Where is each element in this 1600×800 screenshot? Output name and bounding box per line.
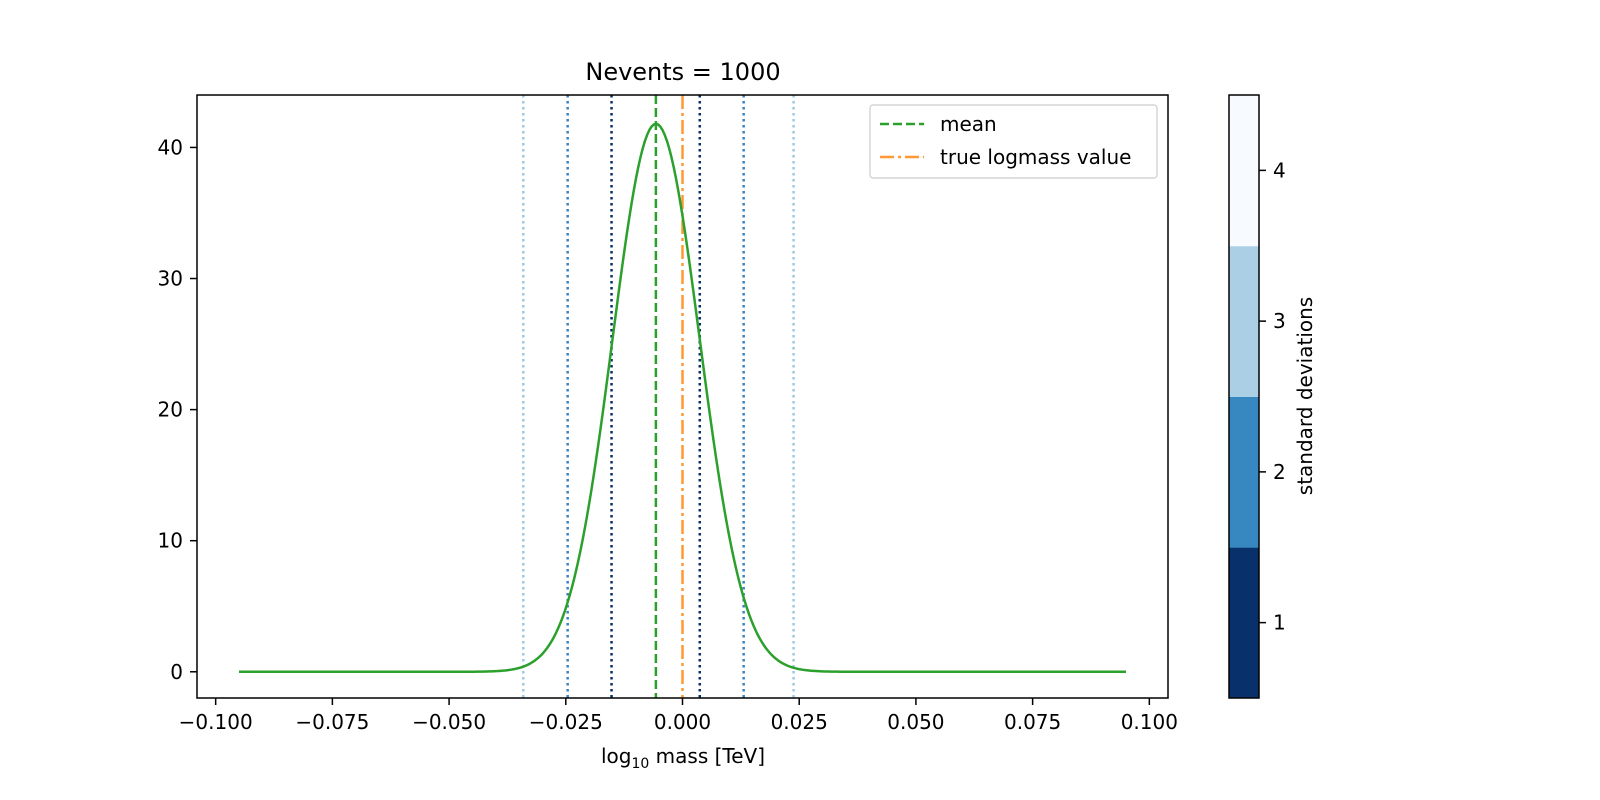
y-axis-ticks: 0 10 20 30 40: [158, 135, 197, 684]
legend-true-label: true logmass value: [940, 145, 1131, 169]
x-tick-label: −0.025: [529, 710, 603, 734]
x-tick-label: 0.075: [1004, 710, 1061, 734]
colorbar-tick-label: 1: [1273, 611, 1286, 635]
y-tick-label: 0: [170, 660, 183, 684]
y-tick-label: 20: [158, 398, 183, 422]
x-tick-label: 0.000: [654, 710, 711, 734]
x-axis-ticks: −0.100 −0.075 −0.050 −0.025 0.000 0.025 0.050 0…: [179, 698, 1178, 734]
legend: mean true logmass value: [869, 104, 1158, 179]
x-axis-label: log10 mass [TeV]: [601, 744, 765, 772]
x-tick-label: 0.100: [1121, 710, 1178, 734]
y-tick-label: 30: [158, 267, 183, 291]
colorbar-label: standard deviations: [1293, 297, 1317, 495]
x-tick-label: 0.050: [887, 710, 944, 734]
y-tick-label: 40: [158, 135, 183, 159]
colorbar-segment: [1229, 95, 1259, 247]
x-axis-label-rest: mass [TeV]: [649, 744, 765, 768]
legend-frame: [869, 104, 1158, 179]
colorbar-frame: [1228, 94, 1260, 699]
colorbar-segment: [1229, 547, 1259, 699]
colorbar-tick-label: 2: [1273, 460, 1286, 484]
x-tick-label: 0.025: [771, 710, 828, 734]
x-tick-label: −0.050: [412, 710, 486, 734]
legend-mean-label: mean: [940, 112, 997, 136]
colorbar-tick-label: 3: [1273, 309, 1286, 333]
colorbar-segment: [1229, 245, 1259, 397]
colorbar-segment: [1229, 396, 1259, 548]
y-tick-label: 10: [158, 529, 183, 553]
x-axis-label-subscript: 10: [631, 756, 649, 772]
curve-layer: [239, 122, 1126, 674]
colorbar: 1 2 3 4: [1228, 94, 1286, 699]
x-tick-label: −0.075: [295, 710, 369, 734]
density-curve: [239, 122, 1126, 674]
vertical-lines: [522, 95, 795, 698]
colorbar-tick-label: 4: [1273, 158, 1286, 182]
x-tick-label: −0.100: [179, 710, 253, 734]
chart-title: Nevents = 1000: [585, 58, 780, 86]
